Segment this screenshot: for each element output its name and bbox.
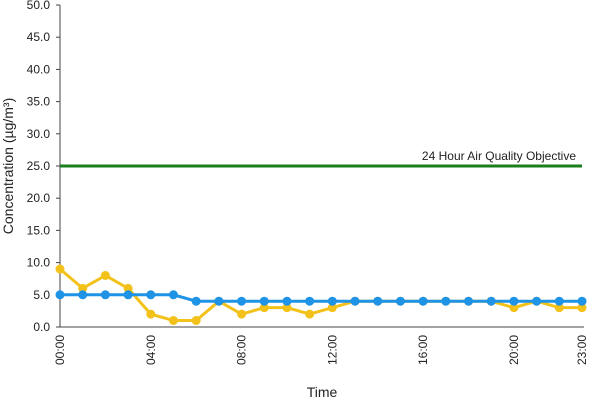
y-tick-label: 5.0: [33, 288, 50, 302]
point: [282, 296, 292, 306]
y-tick-label: 0.0: [33, 320, 50, 334]
point: [305, 296, 315, 306]
x-tick-label: 23:00: [575, 335, 589, 365]
point: [55, 290, 65, 300]
point: [441, 296, 451, 306]
point: [418, 296, 428, 306]
x-tick-label: 00:00: [53, 335, 67, 365]
y-tick-label: 45.0: [27, 30, 51, 44]
point: [327, 296, 337, 306]
y-tick-label: 40.0: [27, 62, 51, 76]
point: [123, 290, 133, 300]
point: [464, 296, 474, 306]
y-axis-title: Concentration (µg/m³): [0, 98, 16, 234]
x-tick-label: 16:00: [416, 335, 430, 365]
reference-label: 24 Hour Air Quality Objective: [422, 149, 576, 163]
y-tick-label: 10.0: [27, 256, 51, 270]
point: [214, 296, 224, 306]
point: [146, 290, 156, 300]
point: [305, 309, 315, 319]
point: [554, 296, 564, 306]
point: [55, 264, 65, 274]
x-axis-title: Time: [307, 384, 338, 400]
point: [146, 309, 156, 319]
y-tick-label: 15.0: [27, 223, 51, 237]
x-tick-label: 08:00: [235, 335, 249, 365]
point: [577, 296, 587, 306]
x-tick-label: 12:00: [325, 335, 339, 365]
y-tick-label: 50.0: [27, 0, 51, 12]
point: [168, 316, 178, 326]
point: [191, 296, 201, 306]
point: [168, 290, 178, 300]
y-tick-label: 30.0: [27, 127, 51, 141]
point: [237, 309, 247, 319]
point: [100, 290, 110, 300]
y-tick-label: 20.0: [27, 191, 51, 205]
point: [532, 296, 542, 306]
point: [350, 296, 360, 306]
y-tick-label: 25.0: [27, 159, 51, 173]
point: [509, 296, 519, 306]
point: [100, 270, 110, 280]
point: [191, 316, 201, 326]
point: [78, 290, 88, 300]
point: [486, 296, 496, 306]
point: [395, 296, 405, 306]
x-tick-label: 20:00: [507, 335, 521, 365]
point: [259, 296, 269, 306]
y-tick-label: 35.0: [27, 95, 51, 109]
point: [237, 296, 247, 306]
point: [373, 296, 383, 306]
x-tick-label: 04:00: [144, 335, 158, 365]
